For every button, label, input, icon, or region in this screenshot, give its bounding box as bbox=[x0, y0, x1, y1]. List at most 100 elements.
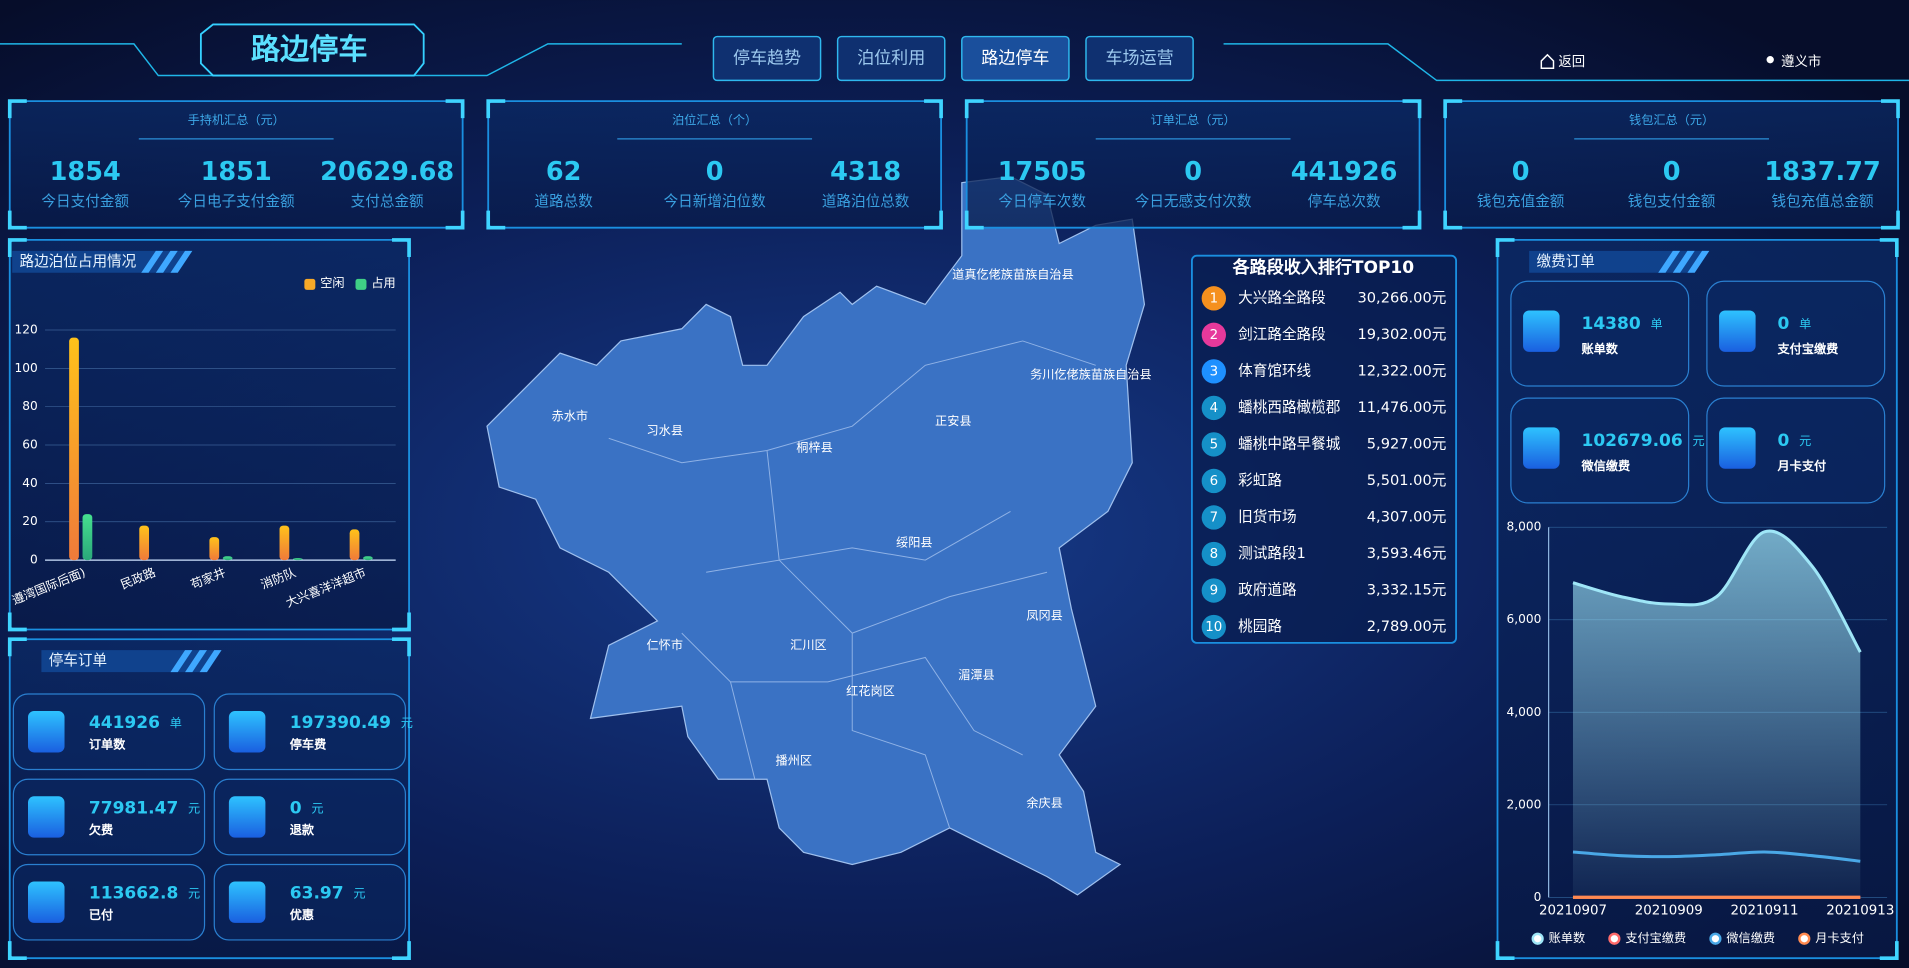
map-borders bbox=[608, 340, 1096, 829]
stat-value: 14380 单 bbox=[1581, 314, 1662, 334]
stat-number: 14380 bbox=[1581, 314, 1640, 334]
legend-label: 月卡支付 bbox=[1815, 931, 1864, 945]
home-icon[interactable] bbox=[1540, 53, 1555, 69]
rank-number: 2 bbox=[1210, 328, 1219, 343]
stat-number: 63.97 bbox=[290, 884, 344, 904]
summary-value: 0 bbox=[1512, 157, 1530, 187]
road-name: 政府道路 bbox=[1238, 582, 1297, 599]
legend-marker bbox=[1531, 932, 1544, 945]
bar bbox=[279, 525, 290, 561]
bar bbox=[69, 337, 79, 561]
nav-tab[interactable] bbox=[836, 35, 946, 82]
panel-corners bbox=[1443, 99, 1900, 230]
rank-number: 10 bbox=[1205, 620, 1222, 635]
bar bbox=[349, 529, 360, 561]
road-income: 3,332.15元 bbox=[1367, 582, 1447, 599]
rank-badge bbox=[1201, 541, 1226, 567]
region-label[interactable]: 习水县 bbox=[647, 424, 683, 438]
bar bbox=[82, 514, 93, 561]
region-label[interactable]: 道真仡佬族苗族自治县 bbox=[952, 268, 1074, 282]
stat-label: 停车费 bbox=[290, 737, 326, 752]
stat-icon bbox=[228, 796, 266, 838]
x-tick-label: 20210907 bbox=[1539, 904, 1607, 919]
panel-title: 缴费订单 bbox=[1536, 253, 1594, 270]
stat-unit: 单 bbox=[170, 716, 182, 730]
stat-label: 支付宝缴费 bbox=[1777, 341, 1839, 356]
panel-title: 停车订单 bbox=[49, 652, 107, 669]
stat-icon bbox=[1523, 427, 1560, 469]
region-label[interactable]: 务川仡佬族苗族自治县 bbox=[1030, 367, 1152, 382]
legend-label: 占用 bbox=[371, 275, 395, 290]
summary-label: 今日新增泊位数 bbox=[664, 193, 767, 210]
series-line bbox=[1572, 850, 1861, 863]
region-label[interactable]: 正安县 bbox=[935, 413, 971, 428]
rank-number: 9 bbox=[1210, 584, 1219, 599]
x-tick-label: 20210911 bbox=[1730, 904, 1798, 919]
panel-corners bbox=[7, 99, 465, 230]
stat-number: 113662.8 bbox=[89, 884, 178, 904]
nav-tab[interactable] bbox=[712, 35, 822, 82]
y-tick-label: 100 bbox=[15, 361, 38, 375]
summary-title: 泊位汇总（个） bbox=[672, 112, 757, 127]
y-tick-label: 8,000 bbox=[1507, 520, 1542, 534]
summary-value: 0 bbox=[706, 157, 724, 187]
road-name: 体育馆环线 bbox=[1238, 362, 1311, 379]
region-label[interactable]: 播州区 bbox=[776, 753, 812, 767]
road-income: 30,266.00元 bbox=[1357, 289, 1446, 306]
stat-box bbox=[1706, 397, 1886, 504]
stat-number: 0 bbox=[290, 798, 302, 818]
nav-tab-label[interactable]: 路边停车 bbox=[981, 48, 1049, 68]
road-name: 蟠桃中路早餐城 bbox=[1238, 435, 1341, 452]
stat-unit: 元 bbox=[1799, 433, 1811, 447]
road-income: 4,307.00元 bbox=[1367, 508, 1447, 525]
region-label[interactable]: 凤冈县 bbox=[1026, 609, 1062, 623]
y-tick-label: 4,000 bbox=[1507, 705, 1542, 719]
nav-tab[interactable] bbox=[1085, 35, 1194, 82]
bar bbox=[222, 556, 233, 561]
legend-label: 支付宝缴费 bbox=[1625, 930, 1686, 945]
nav-tab-label[interactable]: 泊位利用 bbox=[857, 48, 925, 68]
stat-value: 197390.49 元 bbox=[290, 713, 413, 733]
summary-value: 62 bbox=[546, 157, 582, 187]
nav-tab[interactable] bbox=[961, 35, 1070, 82]
region-label[interactable]: 仁怀市 bbox=[647, 637, 683, 652]
stat-number: 0 bbox=[1778, 314, 1790, 334]
stat-label: 订单数 bbox=[89, 737, 126, 752]
nav-tab-label[interactable]: 车场运营 bbox=[1105, 48, 1173, 68]
legend-label: 微信缴费 bbox=[1726, 930, 1775, 945]
region-label[interactable]: 赤水市 bbox=[552, 408, 588, 423]
series-line bbox=[1572, 529, 1862, 653]
region-label[interactable]: 余庆县 bbox=[1026, 795, 1062, 810]
summary-title: 手持机汇总（元） bbox=[188, 112, 285, 127]
panel bbox=[1444, 100, 1899, 229]
region-label[interactable]: 红花岗区 bbox=[846, 683, 895, 698]
region-label[interactable]: 绥阳县 bbox=[896, 536, 932, 550]
nav-tab-label[interactable]: 停车趋势 bbox=[733, 48, 801, 68]
stat-label: 月卡支付 bbox=[1777, 458, 1827, 473]
stat-number: 441926 bbox=[89, 713, 160, 733]
summary-label: 今日无感支付次数 bbox=[1135, 193, 1252, 210]
summary-value: 1854 bbox=[50, 157, 121, 187]
location-icon[interactable] bbox=[1766, 56, 1774, 64]
road-income: 12,322.00元 bbox=[1357, 362, 1446, 379]
city-selector[interactable]: 遵义市 bbox=[1781, 53, 1821, 70]
rank-number: 3 bbox=[1210, 364, 1219, 379]
stat-unit: 元 bbox=[311, 801, 323, 815]
road-income: 19,302.00元 bbox=[1357, 326, 1446, 343]
summary-label: 今日支付金额 bbox=[41, 193, 129, 210]
bar bbox=[209, 537, 220, 561]
legend-marker bbox=[1709, 932, 1722, 945]
summary-value: 441926 bbox=[1291, 157, 1398, 187]
region-label[interactable]: 湄潭县 bbox=[958, 668, 994, 682]
stat-icon bbox=[1719, 310, 1756, 352]
summary-value: 17505 bbox=[998, 157, 1087, 187]
region-label[interactable]: 桐梓县 bbox=[796, 440, 832, 455]
region-label[interactable]: 汇川区 bbox=[790, 638, 826, 652]
stat-icon bbox=[228, 881, 266, 923]
back-link[interactable]: 返回 bbox=[1558, 54, 1585, 70]
stat-box bbox=[1510, 280, 1690, 387]
summary-label: 支付总金额 bbox=[351, 193, 424, 210]
panel-corners bbox=[486, 99, 943, 230]
